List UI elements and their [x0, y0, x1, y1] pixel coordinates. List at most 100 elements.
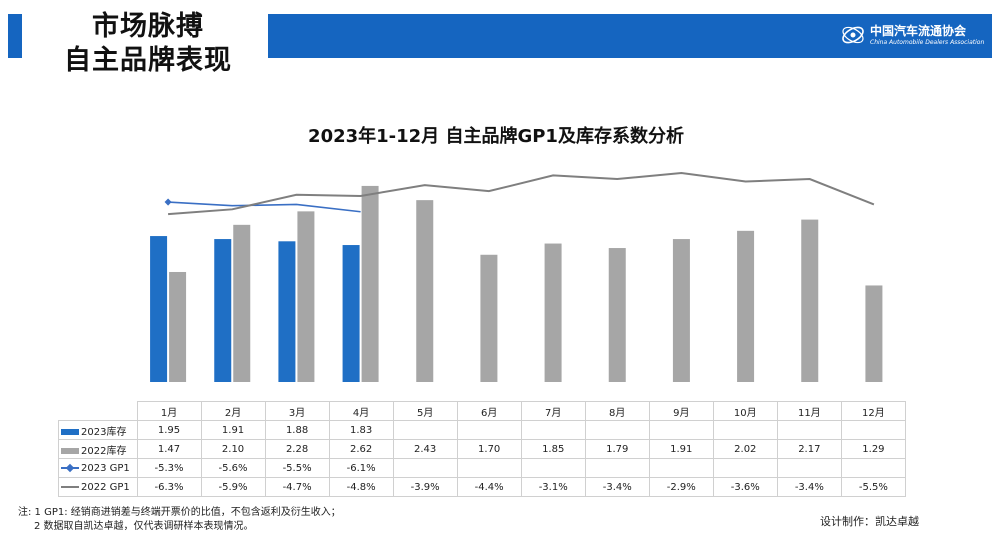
bar-2022库存-10 [737, 230, 755, 382]
data-label-4-7: -3.1% [520, 477, 586, 497]
data-label-2-2: 2.10 [200, 439, 266, 459]
tick-label-9: 9月 [648, 401, 714, 421]
table-row: 2023 GP1 -5.3% -5.6% -5.5% -6.1% [58, 458, 907, 478]
bar-2022库存-1 [169, 271, 187, 382]
data-label-1-8 [584, 420, 650, 440]
data-label-2-10: 2.02 [712, 439, 778, 459]
data-label-2-6: 1.70 [456, 439, 522, 459]
data-label-3-3: -5.5% [264, 458, 330, 478]
legend-label: 2023 GP1 [81, 462, 130, 474]
legend-label: 2022 GP1 [81, 481, 130, 493]
tick-label-3: 3月 [264, 401, 330, 421]
data-label-4-4: -4.8% [328, 477, 394, 497]
footnote: 注: 1 GP1: 经销商进销差与终端开票价的比值，不包含返利及衍生收入； 2 … [18, 506, 341, 534]
tick-label-6: 6月 [456, 401, 522, 421]
logo-en-text: China Automobile Dealers Association [870, 39, 985, 46]
line-2023GP1 [168, 201, 361, 213]
data-label-3-4: -6.1% [328, 458, 394, 478]
bar-2022库存-5 [416, 200, 434, 382]
data-label-3-12 [840, 458, 907, 478]
data-label-2-8: 1.79 [584, 439, 650, 459]
data-label-1-7 [520, 420, 586, 440]
data-label-2-3: 2.28 [264, 439, 330, 459]
data-label-3-6 [456, 458, 522, 478]
data-label-1-11 [776, 420, 842, 440]
tick-label-7: 7月 [520, 401, 586, 421]
cada-logo: 中国汽车流通协会 China Automobile Dealers Associ… [840, 20, 990, 54]
data-label-4-8: -3.4% [584, 477, 650, 497]
data-label-3-1: -5.3% [136, 458, 202, 478]
bar-2022库存-9 [672, 239, 690, 382]
legend-entry-2: 2022库存 [58, 439, 138, 459]
data-label-1-2: 1.91 [200, 420, 266, 440]
bar-2022库存-7 [544, 243, 562, 382]
data-label-2-9: 1.91 [648, 439, 714, 459]
table-row: 2022 GP1 -6.3% -5.9% -4.7% -4.8% -3.9% -4.4% -3… [58, 477, 907, 497]
data-label-1-3: 1.88 [264, 420, 330, 440]
bar-2023库存-4 [342, 245, 360, 382]
bar-2022库存-11 [801, 219, 819, 382]
data-label-1-5 [392, 420, 458, 440]
bar-2022库存-12 [865, 285, 883, 382]
data-label-4-5: -3.9% [392, 477, 458, 497]
data-label-3-8 [584, 458, 650, 478]
bar-2022库存-3 [297, 211, 315, 382]
bar-2022库存-2 [233, 224, 251, 382]
page-title-line1: 市场脉搏 [92, 11, 204, 42]
bar-2022库存-6 [480, 254, 498, 382]
tick-label-11: 11月 [776, 401, 842, 421]
legend-swatch-bar [61, 428, 79, 435]
tick-label-5: 5月 [392, 401, 458, 421]
data-label-4-2: -5.9% [200, 477, 266, 497]
header-band [268, 14, 992, 58]
cada-logo-icon [842, 26, 864, 44]
chart-plot [150, 171, 883, 382]
data-label-4-9: -2.9% [648, 477, 714, 497]
data-label-1-1: 1.95 [136, 420, 202, 440]
data-label-2-11: 2.17 [776, 439, 842, 459]
line-marker-2023GP1 [164, 198, 172, 206]
legend-label: 2023库存 [81, 426, 127, 438]
table-corner [58, 401, 138, 421]
data-label-4-12: -5.5% [840, 477, 907, 497]
legend-swatch-line [61, 483, 79, 491]
footnote-line1: 注: 1 GP1: 经销商进销差与终端开票价的比值，不包含返利及衍生收入； [18, 507, 341, 518]
data-label-1-4: 1.83 [328, 420, 394, 440]
bar-2023库存-1 [150, 236, 168, 382]
data-label-3-5 [392, 458, 458, 478]
data-label-3-10 [712, 458, 778, 478]
line-2022GP1 [168, 171, 875, 216]
table-header-row: 1月 2月 3月 4月 5月 6月 7月 8月 9月 10月 11月 12月 [58, 401, 907, 421]
logo-cn-text: 中国汽车流通协会 [870, 24, 967, 38]
data-label-3-9 [648, 458, 714, 478]
legend-swatch-line [61, 463, 79, 472]
designer-credit: 设计制作：凯达卓越 [820, 515, 919, 528]
legend-swatch-bar [61, 447, 79, 454]
data-label-1-12 [840, 420, 907, 440]
data-label-2-4: 2.62 [328, 439, 394, 459]
data-label-2-5: 2.43 [392, 439, 458, 459]
chart-title: 2023年1-12月 自主品牌GP1及库存系数分析 [308, 126, 684, 147]
data-label-2-12: 1.29 [840, 439, 907, 459]
legend-entry-4: 2022 GP1 [58, 477, 138, 497]
page-title-line2: 自主品牌表现 [64, 45, 232, 76]
page-title: 市场脉搏 自主品牌表现 [28, 10, 268, 78]
data-label-3-7 [520, 458, 586, 478]
data-label-1-6 [456, 420, 522, 440]
bar-2022库存-4 [361, 185, 379, 382]
data-label-3-11 [776, 458, 842, 478]
legend-label: 2022库存 [81, 445, 127, 457]
footnote-line2: 2 数据取自凯达卓越，仅代表调研样本表现情况。 [34, 521, 254, 532]
tick-label-1: 1月 [136, 401, 202, 421]
tick-label-4: 4月 [328, 401, 394, 421]
table-row: 2023库存 1.95 1.91 1.88 1.83 [58, 420, 907, 440]
data-label-4-3: -4.7% [264, 477, 330, 497]
data-label-3-2: -5.6% [200, 458, 266, 478]
data-label-4-1: -6.3% [136, 477, 202, 497]
tick-label-12: 12月 [840, 401, 907, 421]
bar-2023库存-2 [214, 239, 232, 382]
data-label-1-9 [648, 420, 714, 440]
bar-2022库存-8 [608, 248, 626, 382]
tick-label-10: 10月 [712, 401, 778, 421]
table-row: 2022库存 1.47 2.10 2.28 2.62 2.43 1.70 1.85 1.79 1.… [58, 439, 907, 459]
